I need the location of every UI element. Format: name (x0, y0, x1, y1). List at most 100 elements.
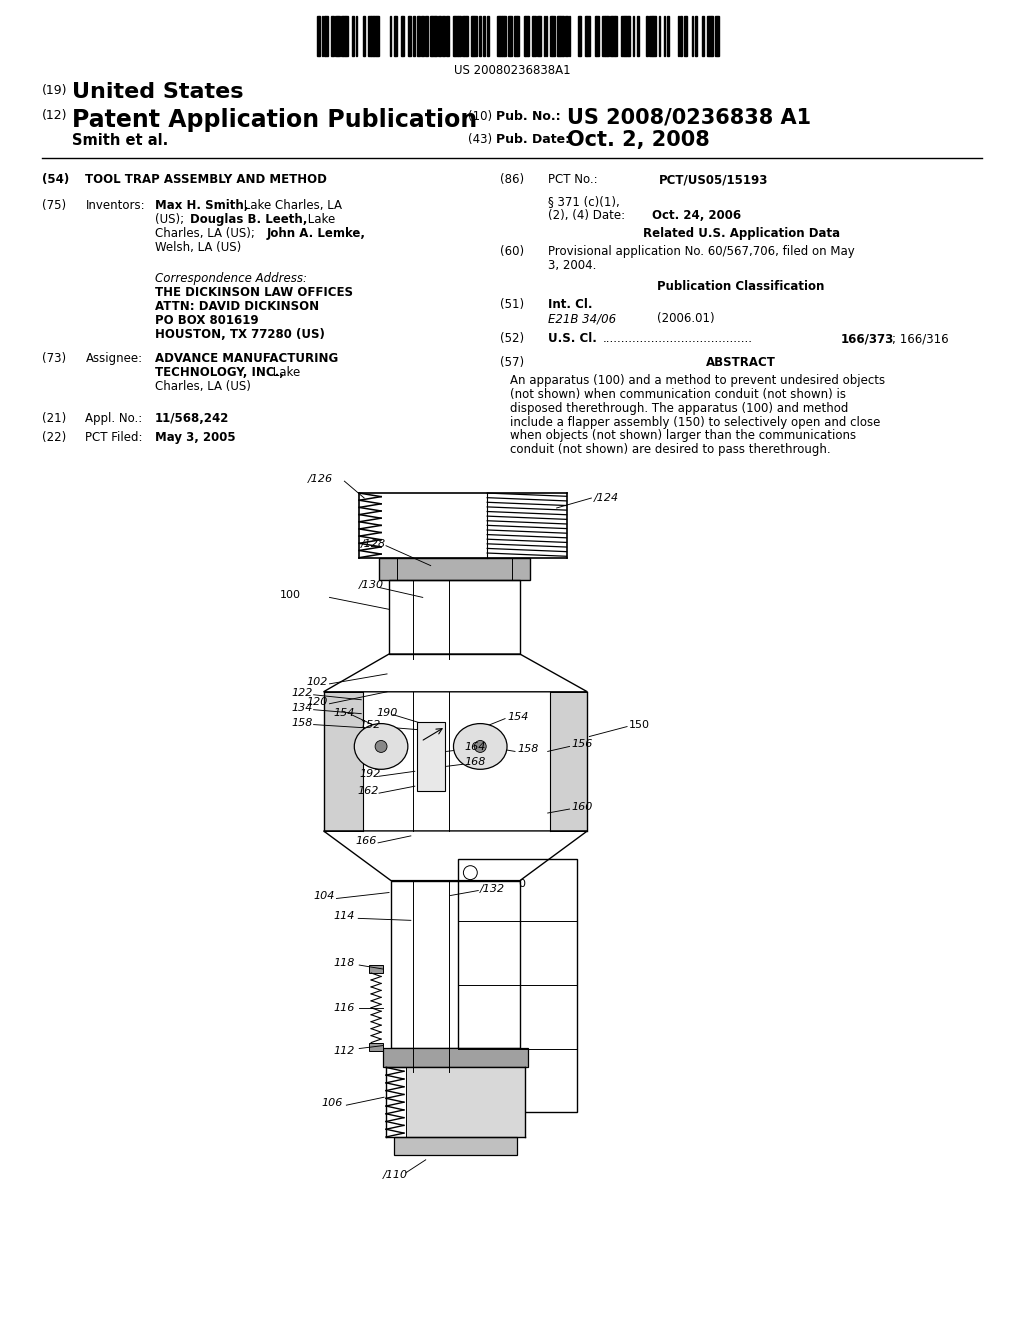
Bar (325, 16, 328, 55)
Text: Inventors:: Inventors: (85, 199, 145, 213)
Bar (504, 16, 506, 55)
Text: An apparatus (100) and a method to prevent undesired objects: An apparatus (100) and a method to preve… (510, 374, 885, 387)
Text: conduit (not shown) are desired to pass therethrough.: conduit (not shown) are desired to pass … (510, 444, 830, 457)
Text: 114: 114 (334, 911, 355, 921)
Text: 154: 154 (507, 711, 528, 722)
Bar (459, 859, 578, 1113)
Bar (421, 16, 424, 55)
Bar (394, 1137, 517, 1155)
Bar (565, 16, 568, 55)
Text: Int. Cl.: Int. Cl. (548, 298, 592, 312)
Text: ATTN: DAVID DICKINSON: ATTN: DAVID DICKINSON (155, 300, 319, 313)
Bar (559, 16, 562, 55)
Bar (605, 16, 607, 55)
Bar (707, 16, 710, 55)
Text: (73): (73) (42, 352, 66, 364)
Bar (417, 16, 420, 55)
Text: 166/373: 166/373 (841, 333, 894, 345)
Text: Provisional application No. 60/567,706, filed on May: Provisional application No. 60/567,706, … (548, 244, 854, 257)
Bar (510, 16, 512, 55)
Text: 104: 104 (313, 891, 335, 902)
Bar (402, 16, 403, 55)
Bar (550, 692, 588, 830)
Text: Lake: Lake (269, 366, 300, 379)
Bar (508, 16, 510, 55)
Bar (694, 16, 696, 55)
Bar (646, 16, 648, 55)
Bar (395, 16, 397, 55)
Text: E21B 34/06: E21B 34/06 (548, 313, 615, 325)
Bar (629, 16, 630, 55)
Bar (525, 16, 527, 55)
Bar (338, 16, 340, 55)
Text: 156: 156 (571, 739, 593, 750)
Bar (364, 16, 366, 55)
Text: 158: 158 (517, 744, 539, 755)
Text: ABSTRACT: ABSTRACT (707, 356, 776, 368)
Text: (51): (51) (500, 298, 524, 312)
Bar (539, 16, 542, 55)
Text: Oct. 24, 2006: Oct. 24, 2006 (652, 209, 741, 222)
Bar (552, 16, 555, 55)
Text: Lake: Lake (304, 213, 335, 226)
Text: PO BOX 801619: PO BOX 801619 (155, 314, 258, 327)
Bar (389, 579, 520, 653)
Bar (345, 16, 346, 55)
Text: § 371 (c)(1),: § 371 (c)(1), (548, 195, 620, 209)
Text: 160: 160 (571, 803, 593, 812)
Text: PCT/US05/15193: PCT/US05/15193 (658, 173, 768, 186)
Bar (479, 16, 481, 55)
Text: PCT Filed:: PCT Filed: (85, 432, 143, 445)
Bar (432, 16, 434, 55)
Bar (355, 16, 357, 55)
Bar (383, 1048, 527, 1068)
Text: /132: /132 (480, 883, 506, 894)
Bar (702, 16, 703, 55)
Bar (633, 16, 635, 55)
Bar (653, 16, 656, 55)
Bar (625, 16, 626, 55)
Bar (596, 16, 599, 55)
Text: 0: 0 (518, 879, 525, 888)
Bar (370, 965, 383, 973)
Bar (346, 16, 348, 55)
Bar (446, 16, 449, 55)
Bar (612, 16, 614, 55)
Text: 102: 102 (306, 677, 328, 686)
Text: Oct. 2, 2008: Oct. 2, 2008 (566, 131, 710, 150)
Text: Lake Charles, LA: Lake Charles, LA (241, 199, 342, 213)
Text: (2006.01): (2006.01) (656, 313, 715, 325)
Text: United States: United States (72, 82, 243, 102)
Text: Welsh, LA (US): Welsh, LA (US) (155, 240, 242, 253)
Bar (578, 16, 580, 55)
Text: Max H. Smith,: Max H. Smith, (155, 199, 248, 213)
Text: John A. Lemke,: John A. Lemke, (267, 227, 366, 240)
Bar (442, 16, 445, 55)
Text: /126: /126 (307, 474, 333, 484)
Text: /128: /128 (361, 539, 386, 549)
Text: US 2008/0236838 A1: US 2008/0236838 A1 (566, 107, 811, 128)
Text: 100: 100 (280, 590, 301, 601)
Bar (610, 16, 612, 55)
Text: Assignee:: Assignee: (85, 352, 142, 364)
Text: (US);: (US); (155, 213, 187, 226)
Text: 106: 106 (322, 1098, 343, 1109)
Bar (370, 1043, 383, 1051)
Ellipse shape (354, 723, 408, 770)
Text: 3, 2004.: 3, 2004. (548, 259, 596, 272)
Bar (406, 1068, 525, 1137)
Bar (546, 16, 547, 55)
Text: Charles, LA (US);: Charles, LA (US); (155, 227, 258, 240)
Bar (500, 16, 502, 55)
Text: TECHNOLOGY, INC.,: TECHNOLOGY, INC., (155, 366, 284, 379)
Text: (52): (52) (500, 333, 524, 345)
Bar (680, 16, 682, 55)
Bar (502, 16, 504, 55)
Bar (379, 557, 529, 579)
Bar (684, 16, 686, 55)
Bar (710, 16, 711, 55)
Bar (607, 16, 608, 55)
Bar (515, 16, 517, 55)
Text: /124: /124 (593, 494, 618, 503)
Text: /110: /110 (383, 1170, 409, 1180)
